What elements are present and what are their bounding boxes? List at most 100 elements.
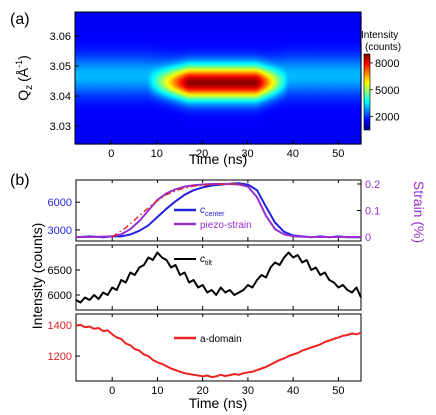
heatmap-cell (174, 58, 178, 61)
heatmap-cell (95, 54, 99, 57)
heatmap-cell (213, 70, 217, 73)
heatmap-cell (204, 44, 208, 47)
heatmap-cell (227, 58, 230, 61)
heatmap-cell (218, 134, 221, 137)
heatmap-cell (113, 58, 117, 61)
heatmap-cell (208, 82, 212, 85)
heatmap-cell (181, 110, 185, 113)
heatmap-cell (183, 136, 187, 139)
heatmap-cell (143, 88, 146, 91)
heatmap-cell (84, 102, 87, 105)
heatmap-cell (195, 132, 199, 135)
heatmap-cell (233, 98, 237, 101)
heatmap-cell (124, 134, 128, 137)
heatmap-cell (138, 108, 142, 111)
heatmap-cell (165, 28, 169, 31)
heatmap-cell (215, 96, 219, 99)
heatmap-cell (227, 20, 230, 23)
heatmap-cell (222, 20, 226, 23)
heatmap-cell (213, 80, 217, 83)
heatmap-cell (197, 40, 201, 43)
heatmap-cell (193, 22, 196, 25)
heatmap-cell (220, 142, 224, 145)
heatmap-cell (211, 126, 215, 129)
heatmap-cell (145, 98, 149, 101)
heatmap-cell (183, 56, 187, 59)
heatmap-cell (231, 76, 235, 79)
heatmap-cell (213, 46, 217, 49)
heatmap-cell (156, 116, 160, 119)
heatmap-cell (88, 36, 92, 39)
heatmap-cell (111, 70, 115, 73)
heatmap-cell (152, 64, 156, 67)
heatmap-cell (129, 118, 133, 121)
heatmap-cell (134, 132, 137, 135)
heatmap-cell (129, 98, 133, 101)
heatmap-cell (99, 138, 103, 141)
heatmap-cell (113, 80, 117, 83)
heatmap-cell (218, 110, 221, 113)
heatmap-cell (84, 20, 87, 23)
heatmap-cell (147, 62, 151, 65)
heatmap-cell (202, 102, 205, 105)
heatmap-cell (193, 140, 196, 143)
heatmap-cell (227, 44, 230, 47)
heatmap-cell (190, 20, 194, 23)
heatmap-cell (229, 44, 233, 47)
heatmap-cell (188, 62, 192, 65)
heatmap-cell (188, 82, 192, 85)
heatmap-cell (88, 32, 92, 35)
heatmap-cell (163, 124, 167, 127)
heatmap-cell (181, 132, 185, 135)
heatmap-cell (109, 136, 112, 139)
heatmap-cell (138, 118, 142, 121)
heatmap-cell (127, 38, 131, 41)
heatmap-cell (111, 128, 115, 131)
heatmap-cell (79, 116, 83, 119)
heatmap-cell (122, 60, 126, 63)
heatmap-cell (127, 98, 131, 101)
heatmap-cell (174, 116, 178, 119)
heatmap-cell (140, 36, 144, 39)
heatmap-cell (136, 62, 140, 65)
heatmap-cell (177, 92, 181, 95)
heatmap-cell (172, 40, 176, 43)
heatmap-cell (179, 32, 183, 35)
heatmap-cell (99, 50, 103, 53)
heatmap-cell (86, 60, 90, 63)
heatmap-cell (109, 86, 112, 89)
heatmap-cell (231, 96, 235, 99)
heatmap-cell (197, 74, 201, 77)
heatmap-cell (77, 32, 81, 35)
heatmap-cell (149, 116, 153, 119)
heatmap-cell (138, 16, 142, 19)
heatmap-cell (154, 50, 158, 53)
heatmap-cell (120, 52, 124, 55)
heatmap-cell (102, 86, 106, 89)
heatmap-cell (138, 138, 142, 141)
heatmap-cell (129, 90, 133, 93)
heatmap-cell (240, 130, 244, 133)
heatmap-cell (165, 96, 169, 99)
heatmap-cell (222, 94, 226, 97)
heatmap-cell (90, 26, 94, 29)
heatmap-cell (197, 32, 201, 35)
heatmap-cell (109, 138, 112, 141)
heatmap-cell (204, 64, 208, 67)
heatmap-cell (113, 18, 117, 21)
heatmap-cell (220, 70, 224, 73)
heatmap-cell (193, 132, 196, 135)
heatmap-cell (215, 24, 219, 27)
heatmap-cell (231, 32, 235, 35)
heatmap-cell (224, 114, 228, 117)
heatmap-cell (81, 56, 85, 59)
heatmap-cell (102, 102, 106, 105)
heatmap-cell (79, 40, 83, 43)
heatmap-cell (222, 132, 226, 135)
heatmap-cell (215, 98, 219, 101)
heatmap-cell (154, 100, 158, 103)
heatmap-cell (156, 106, 160, 109)
heatmap-cell (231, 110, 235, 113)
heatmap-cell (179, 112, 183, 115)
heatmap-cell (88, 56, 92, 59)
